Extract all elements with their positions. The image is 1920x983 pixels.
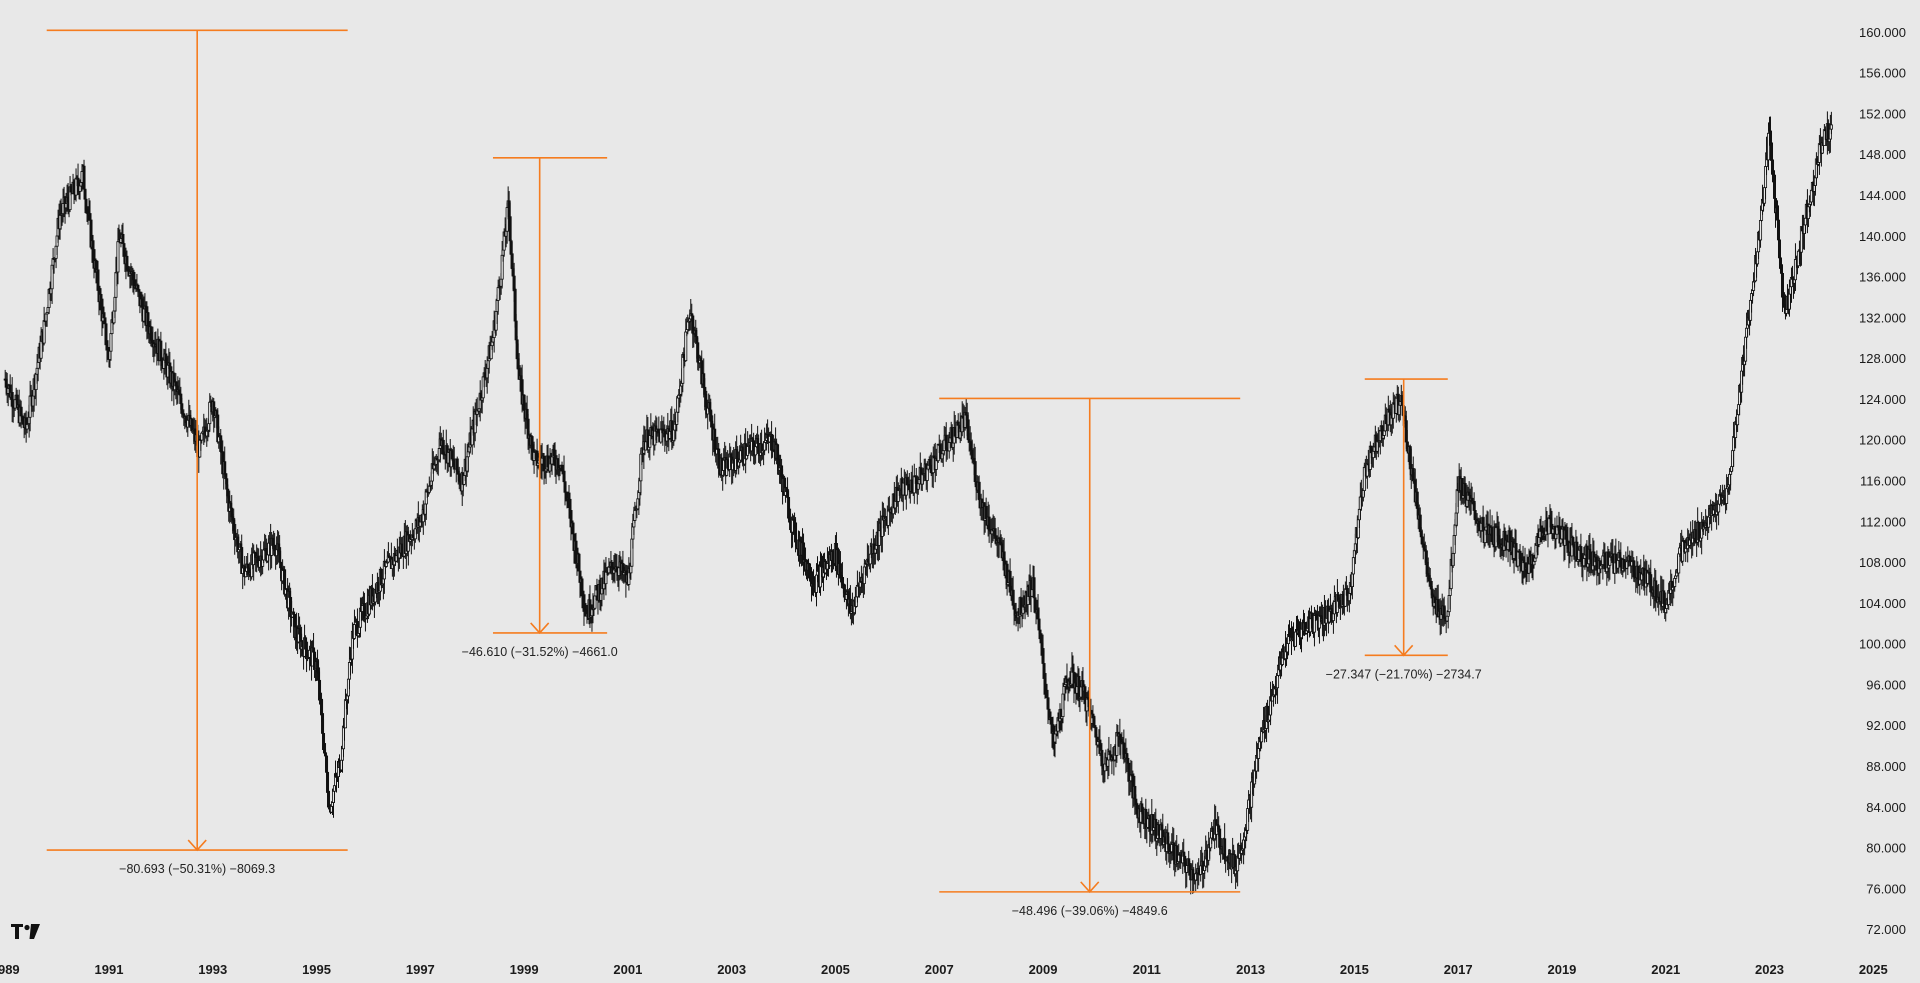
candle-body bbox=[1571, 536, 1575, 546]
candle-body bbox=[1126, 757, 1130, 764]
candle-body bbox=[262, 549, 266, 561]
candle-body bbox=[39, 340, 43, 359]
candle-body bbox=[496, 287, 500, 301]
candles-layer bbox=[3, 111, 1833, 895]
candle-body bbox=[279, 561, 283, 569]
candle-body bbox=[1463, 483, 1467, 499]
candle-body bbox=[512, 275, 516, 290]
candle-body bbox=[956, 421, 960, 426]
candle-body bbox=[508, 216, 512, 242]
candle-body bbox=[109, 333, 113, 352]
candle-body bbox=[629, 565, 633, 574]
candle-body bbox=[1276, 675, 1280, 689]
candle-body bbox=[1038, 629, 1042, 635]
candle-body bbox=[36, 361, 40, 369]
candle-body bbox=[973, 461, 977, 482]
candle-body bbox=[993, 528, 997, 537]
candle-body bbox=[633, 509, 637, 521]
candle-body bbox=[223, 461, 227, 475]
candle-body bbox=[1218, 828, 1222, 848]
candle-body bbox=[322, 733, 326, 750]
candle-body bbox=[886, 510, 890, 526]
candle-body bbox=[304, 637, 308, 650]
candle-body bbox=[1046, 697, 1050, 710]
candle-body bbox=[1351, 557, 1355, 575]
candle-body bbox=[684, 331, 688, 362]
candle-body bbox=[103, 317, 107, 325]
candle-body bbox=[116, 241, 120, 273]
candle-body bbox=[1223, 838, 1227, 860]
